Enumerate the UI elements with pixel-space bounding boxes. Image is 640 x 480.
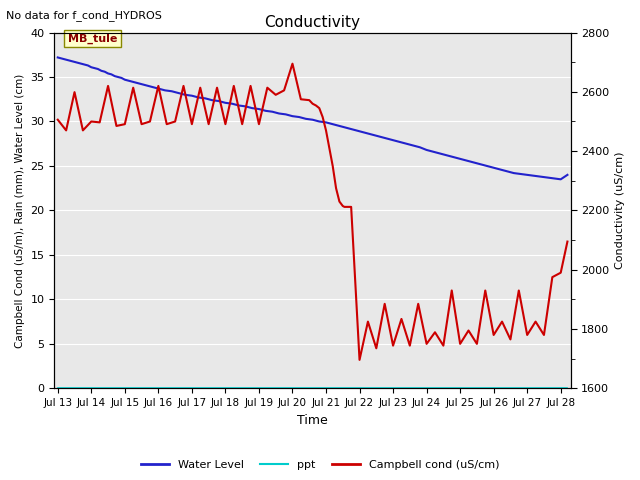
Y-axis label: Campbell Cond (uS/m), Rain (mm), Water Level (cm): Campbell Cond (uS/m), Rain (mm), Water L…	[15, 73, 25, 348]
X-axis label: Time: Time	[297, 414, 328, 427]
Text: No data for f_cond_HYDROS: No data for f_cond_HYDROS	[6, 10, 163, 21]
Y-axis label: Conductivity (uS/cm): Conductivity (uS/cm)	[615, 152, 625, 269]
Legend: Water Level, ppt, Campbell cond (uS/cm): Water Level, ppt, Campbell cond (uS/cm)	[136, 456, 504, 474]
Title: Conductivity: Conductivity	[264, 15, 360, 30]
Text: MB_tule: MB_tule	[68, 34, 117, 44]
